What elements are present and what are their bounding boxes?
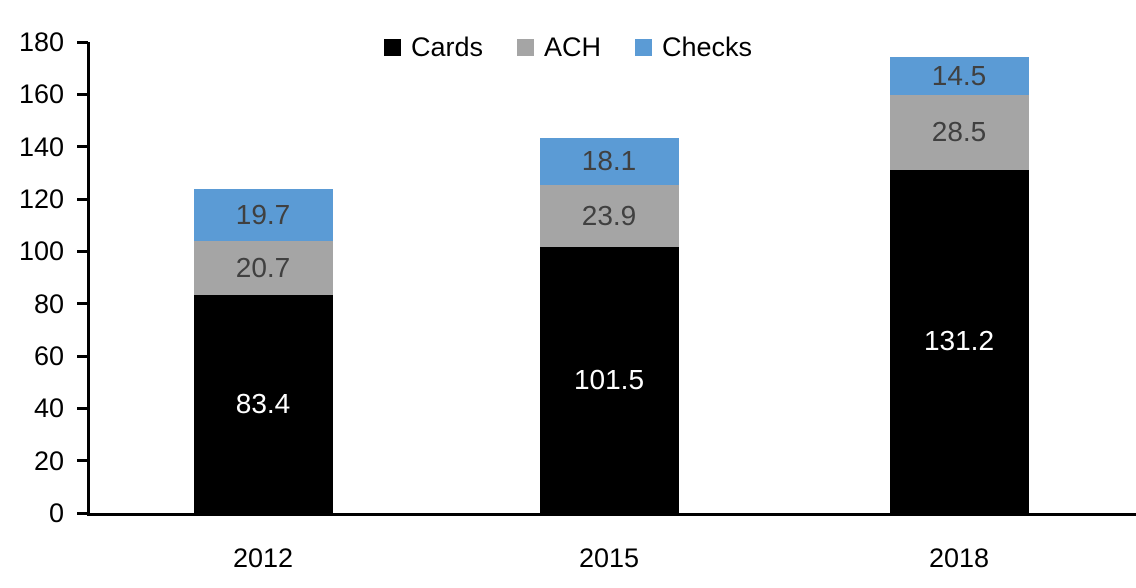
data-label-2018-cards: 131.2: [923, 325, 995, 357]
bar-segment-2015-ach: 23.9: [539, 184, 679, 248]
legend: Cards ACH Checks: [0, 34, 1136, 61]
y-axis-tick-label: 0: [48, 498, 64, 528]
y-axis-line: [87, 42, 90, 516]
bar-2018: 131.2 28.5 14.5: [889, 57, 1029, 513]
data-label-2012-checks: 19.7: [235, 198, 291, 230]
y-axis-tick: [77, 197, 88, 201]
bar-segment-2012-ach: 20.7: [193, 240, 333, 295]
bar-segment-2018-cards: 131.2: [889, 169, 1029, 513]
y-axis-tick: [77, 511, 88, 515]
data-label-2015-ach: 23.9: [581, 200, 637, 232]
bar-segment-2018-ach: 28.5: [889, 95, 1029, 170]
data-label-2018-checks: 14.5: [931, 60, 987, 92]
x-axis: 2012 2015 2018: [0, 542, 1136, 582]
bar-segment-2015-checks: 18.1: [539, 137, 679, 185]
y-axis-tick: [77, 249, 88, 253]
y-axis-tick: [77, 92, 88, 96]
y-axis-tick: [77, 406, 88, 410]
y-axis-tick: [77, 459, 88, 463]
bar-segment-2015-cards: 101.5: [539, 247, 679, 513]
legend-swatch-icon: [383, 39, 401, 56]
legend-label: Cards: [410, 32, 483, 62]
legend-swatch-icon: [516, 39, 534, 56]
x-axis-label-2018: 2018: [928, 543, 990, 573]
data-label-2012-ach: 20.7: [235, 251, 291, 283]
x-axis-label-2012: 2012: [232, 543, 294, 573]
x-axis-label-2015: 2015: [578, 543, 640, 573]
plot-area: 83.4 20.7 19.7 101.5 23.9 18.1 131.2 28.5 14.5: [0, 42, 1136, 513]
data-label-2015-checks: 18.1: [581, 145, 637, 177]
bar-segment-2018-checks: 14.5: [889, 57, 1029, 96]
y-axis-tick-label: 20: [33, 445, 64, 476]
y-axis-tick-label: 120: [18, 184, 64, 214]
bar-2015: 101.5 23.9 18.1: [539, 137, 679, 513]
legend-item-checks: Checks: [635, 34, 752, 61]
legend-label: ACH: [543, 32, 601, 62]
y-axis-tick: [77, 40, 88, 44]
legend-item-cards: Cards: [383, 32, 483, 62]
data-label-2012-cards: 83.4: [235, 387, 291, 419]
data-label-2018-ach: 28.5: [931, 116, 987, 148]
y-axis-tick: [77, 302, 88, 306]
y-axis: 0 20 40 60 80 100 120 140 160 180: [0, 28, 88, 527]
y-axis-tick-label: 40: [33, 393, 64, 424]
y-axis-tick-label: 100: [18, 236, 64, 267]
data-label-2015-cards: 101.5: [573, 364, 645, 396]
y-axis-tick-label: 60: [33, 341, 64, 371]
y-axis-tick-label: 160: [18, 79, 64, 110]
legend-item-ach: ACH: [516, 32, 601, 62]
bar-2012: 83.4 20.7 19.7: [193, 189, 333, 513]
y-axis-tick-label: 180: [18, 27, 64, 57]
y-axis-tick: [77, 354, 88, 358]
y-axis-tick-label: 140: [18, 131, 64, 162]
x-axis-line: [87, 513, 1136, 516]
y-axis-tick: [77, 145, 88, 149]
legend-swatch-icon: [635, 39, 652, 56]
y-axis-tick-label: 80: [33, 288, 64, 319]
bar-segment-2012-cards: 83.4: [193, 294, 333, 513]
legend-label: Checks: [662, 32, 753, 62]
bar-segment-2012-checks: 19.7: [193, 189, 333, 241]
